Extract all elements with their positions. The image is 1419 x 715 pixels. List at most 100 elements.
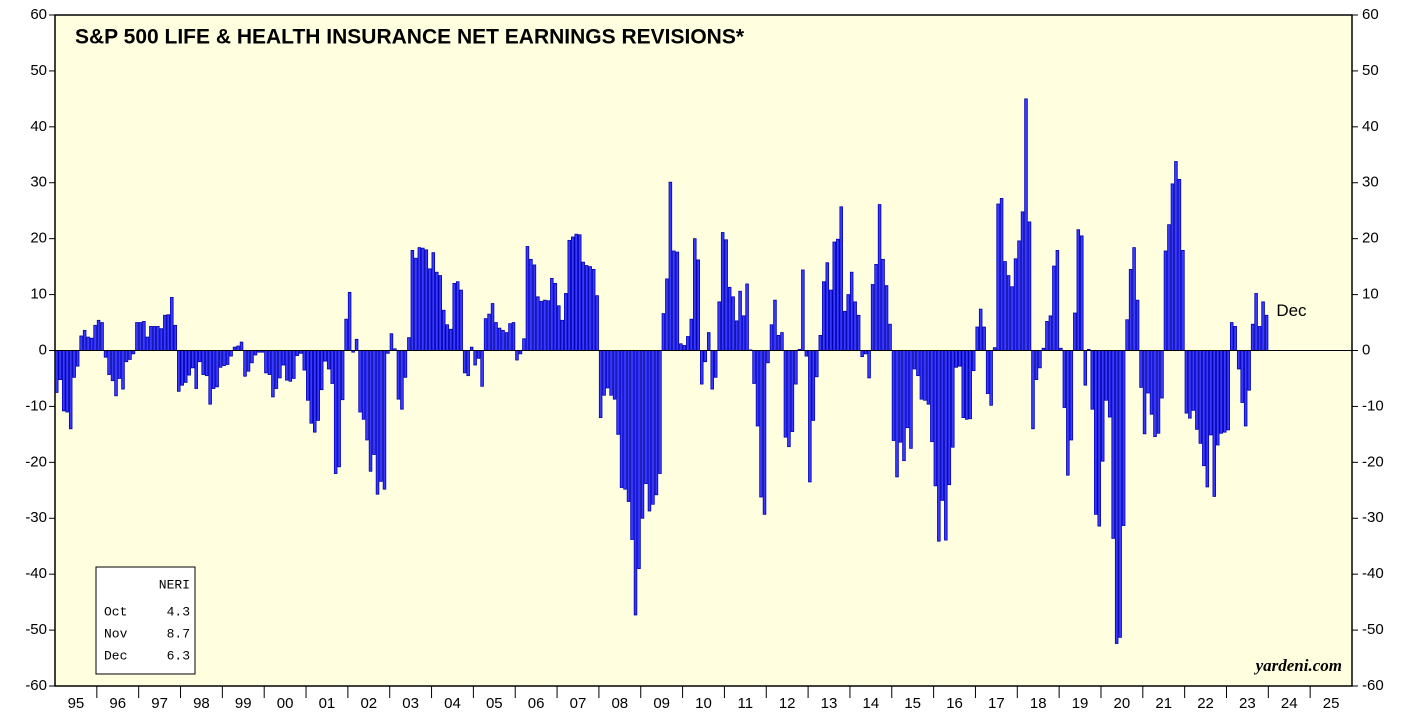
bar: [1006, 275, 1011, 351]
y-tick-label: 30: [30, 174, 47, 191]
bar: [553, 282, 558, 351]
bar: [1153, 350, 1157, 438]
x-tick-label: 95: [68, 695, 85, 712]
y-tick-label: 50: [30, 62, 47, 79]
bar: [100, 322, 104, 351]
bar: [679, 343, 683, 351]
x-tick-label: 25: [1323, 695, 1340, 712]
bar: [564, 293, 568, 351]
bar: [1052, 265, 1056, 351]
bar: [1156, 350, 1161, 434]
bar: [435, 271, 439, 351]
bar: [400, 350, 404, 410]
bar: [316, 350, 320, 421]
bar: [808, 350, 812, 483]
y-tick-label-right: -10: [1362, 397, 1384, 414]
bar: [982, 326, 986, 351]
bar: [61, 350, 66, 412]
bar: [700, 350, 704, 385]
y-tick-label-right: -20: [1362, 453, 1384, 470]
bar: [787, 350, 791, 448]
bar: [379, 350, 383, 482]
x-tick-label: 18: [1030, 695, 1047, 712]
bar: [863, 350, 868, 355]
bar: [811, 350, 816, 421]
bar: [842, 310, 847, 351]
y-tick-label: -30: [25, 509, 47, 526]
bar: [769, 324, 774, 351]
bar: [536, 296, 540, 351]
bar: [905, 350, 910, 429]
bar: [389, 333, 394, 351]
bar: [473, 350, 477, 366]
bar: [853, 301, 857, 351]
bar: [344, 318, 348, 351]
bar: [1132, 247, 1136, 351]
bar: [773, 299, 777, 351]
bar: [829, 289, 833, 351]
x-tick-label: 21: [1155, 695, 1172, 712]
bar: [1160, 350, 1164, 399]
y-tick-label-right: 50: [1362, 62, 1379, 79]
bar: [1257, 326, 1262, 351]
bar: [884, 285, 889, 351]
bar: [665, 278, 669, 351]
bar: [672, 250, 676, 351]
y-tick-label: -10: [25, 397, 47, 414]
x-tick-label: 14: [863, 695, 880, 712]
bar: [581, 261, 585, 351]
bar: [267, 350, 272, 375]
bar: [424, 249, 429, 351]
bar: [1222, 350, 1227, 433]
bar: [713, 350, 718, 378]
bar: [912, 350, 917, 370]
bar: [159, 328, 164, 351]
bar: [504, 332, 509, 351]
bar: [598, 350, 603, 418]
bar: [999, 198, 1004, 351]
bar: [518, 350, 523, 355]
bar: [525, 246, 530, 351]
y-tick-label-right: 10: [1362, 286, 1379, 303]
bar: [654, 350, 659, 496]
x-tick-label: 05: [486, 695, 503, 712]
bar: [1219, 350, 1223, 434]
bar: [783, 350, 788, 438]
bar: [152, 326, 157, 351]
bar: [1254, 293, 1258, 351]
x-tick-label: 11: [738, 695, 754, 712]
bar: [693, 238, 697, 351]
bar: [644, 350, 648, 484]
x-tick-label: 09: [653, 695, 670, 712]
y-tick-label-right: -60: [1362, 677, 1384, 694]
bar: [128, 350, 132, 360]
bar: [313, 350, 317, 433]
bar: [989, 350, 993, 406]
bar: [591, 269, 596, 351]
bar: [1118, 350, 1122, 638]
bar: [1125, 319, 1129, 351]
bar: [253, 350, 258, 356]
bar: [494, 322, 498, 351]
bar: [985, 350, 990, 394]
x-tick-label: 03: [402, 695, 419, 712]
bar: [96, 319, 101, 351]
bar: [1264, 314, 1269, 351]
bar: [288, 350, 293, 382]
bar: [978, 308, 983, 351]
bar: [1174, 161, 1178, 351]
bar: [229, 350, 233, 357]
bar: [689, 318, 694, 351]
bar: [225, 350, 230, 365]
bar: [630, 350, 634, 540]
bar: [1229, 322, 1234, 351]
bar: [375, 350, 380, 495]
bar: [968, 350, 972, 420]
bar: [264, 350, 268, 374]
bar: [281, 350, 286, 366]
bar: [937, 350, 941, 542]
bar: [668, 181, 673, 351]
bar: [218, 350, 223, 368]
bar: [292, 350, 296, 379]
bar: [724, 239, 728, 351]
